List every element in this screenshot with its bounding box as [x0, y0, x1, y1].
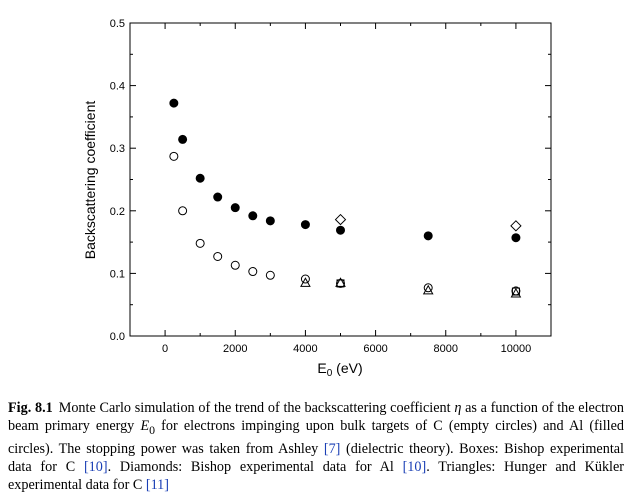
scatter-chart: 0 2000 4000 6000 8000 10000 0.0 0.1 0.2 0.3 0.4 0.5…	[82, 18, 552, 379]
caption-label: Fig. 8.1	[8, 400, 53, 416]
data-point-filled-circle	[178, 134, 188, 144]
data-point-open-triangle	[300, 277, 311, 287]
y-tick-label: 0.4	[110, 81, 125, 93]
data-point-open-diamond	[510, 220, 522, 232]
caption-e0-subscript: 0	[149, 423, 156, 438]
data-point-open-circle	[178, 206, 188, 216]
data-point-open-circle	[265, 270, 275, 280]
data-point-open-square	[336, 279, 345, 288]
data-point-filled-circle	[213, 192, 223, 202]
data-point-open-circle	[423, 283, 433, 293]
data-marks	[169, 98, 522, 298]
data-point-open-triangle	[422, 284, 434, 295]
y-tick-label: 0.3	[110, 143, 125, 155]
y-tick-label: 0.2	[110, 206, 125, 218]
reference-link[interactable]: [11]	[145, 477, 170, 494]
data-point-filled-circle	[300, 220, 310, 230]
caption-text: . Diamonds: Bishop experimental data for…	[107, 459, 403, 476]
caption-text: as a function of the electron beam prima…	[8, 400, 624, 435]
data-point-filled-circle	[511, 233, 521, 243]
y-tick-label: 0.0	[110, 331, 125, 343]
data-point-filled-circle	[248, 211, 258, 221]
data-point-open-triangle	[335, 277, 346, 287]
data-point-open-circle	[169, 151, 179, 161]
y-tick-label: 0.5	[110, 18, 125, 30]
data-point-filled-circle	[336, 225, 345, 235]
y-axis-title: Backscattering coefficient	[82, 101, 98, 260]
x-tick-label: 10000	[501, 343, 532, 355]
x-tick-label: 6000	[363, 343, 387, 355]
caption-text: . Triangles: Hunger and Kükler experimen…	[8, 459, 625, 494]
caption-text: Monte Carlo simulation of the trend of t…	[58, 400, 455, 416]
axes: 0 2000 4000 6000 8000 10000 0.0 0.1 0.2 0.3 0.4 0.5	[110, 18, 552, 355]
x-tick-label: 4000	[293, 343, 317, 355]
data-point-filled-circle	[230, 203, 240, 213]
y-tick-label: 0.1	[110, 268, 125, 280]
data-point-open-circle	[213, 251, 223, 261]
x-tick-label: 0	[162, 343, 168, 355]
reference-link[interactable]: [10]	[402, 459, 427, 476]
caption-text: for electrons impinging upon bulk target…	[8, 418, 624, 457]
data-point-open-circle	[195, 238, 205, 248]
data-point-filled-circle	[423, 231, 433, 241]
data-point-open-circle	[300, 274, 310, 284]
x-axis-title: E0 (eV)	[317, 360, 362, 379]
caption-eta-symbol: η	[454, 400, 462, 416]
data-point-filled-circle	[169, 98, 179, 108]
data-point-filled-circle	[265, 216, 275, 226]
reference-link[interactable]: [7]	[323, 440, 341, 457]
x-tick-label: 2000	[223, 343, 247, 355]
figure-caption: Fig. 8.1 Monte Carlo simulation of the tr…	[8, 399, 624, 495]
caption-e0-symbol: E	[140, 418, 150, 435]
data-point-open-circle	[248, 267, 258, 277]
plot-area	[129, 22, 552, 337]
data-point-open-diamond	[334, 213, 347, 226]
data-point-open-triangle	[510, 287, 522, 298]
data-point-filled-circle	[195, 173, 205, 183]
plot-frame	[129, 22, 552, 337]
reference-link[interactable]: [10]	[83, 459, 108, 476]
caption-text: (dielectric theory). Boxes: Bishop exper…	[8, 440, 625, 476]
data-point-open-circle	[230, 260, 240, 270]
x-tick-label: 8000	[434, 343, 458, 355]
